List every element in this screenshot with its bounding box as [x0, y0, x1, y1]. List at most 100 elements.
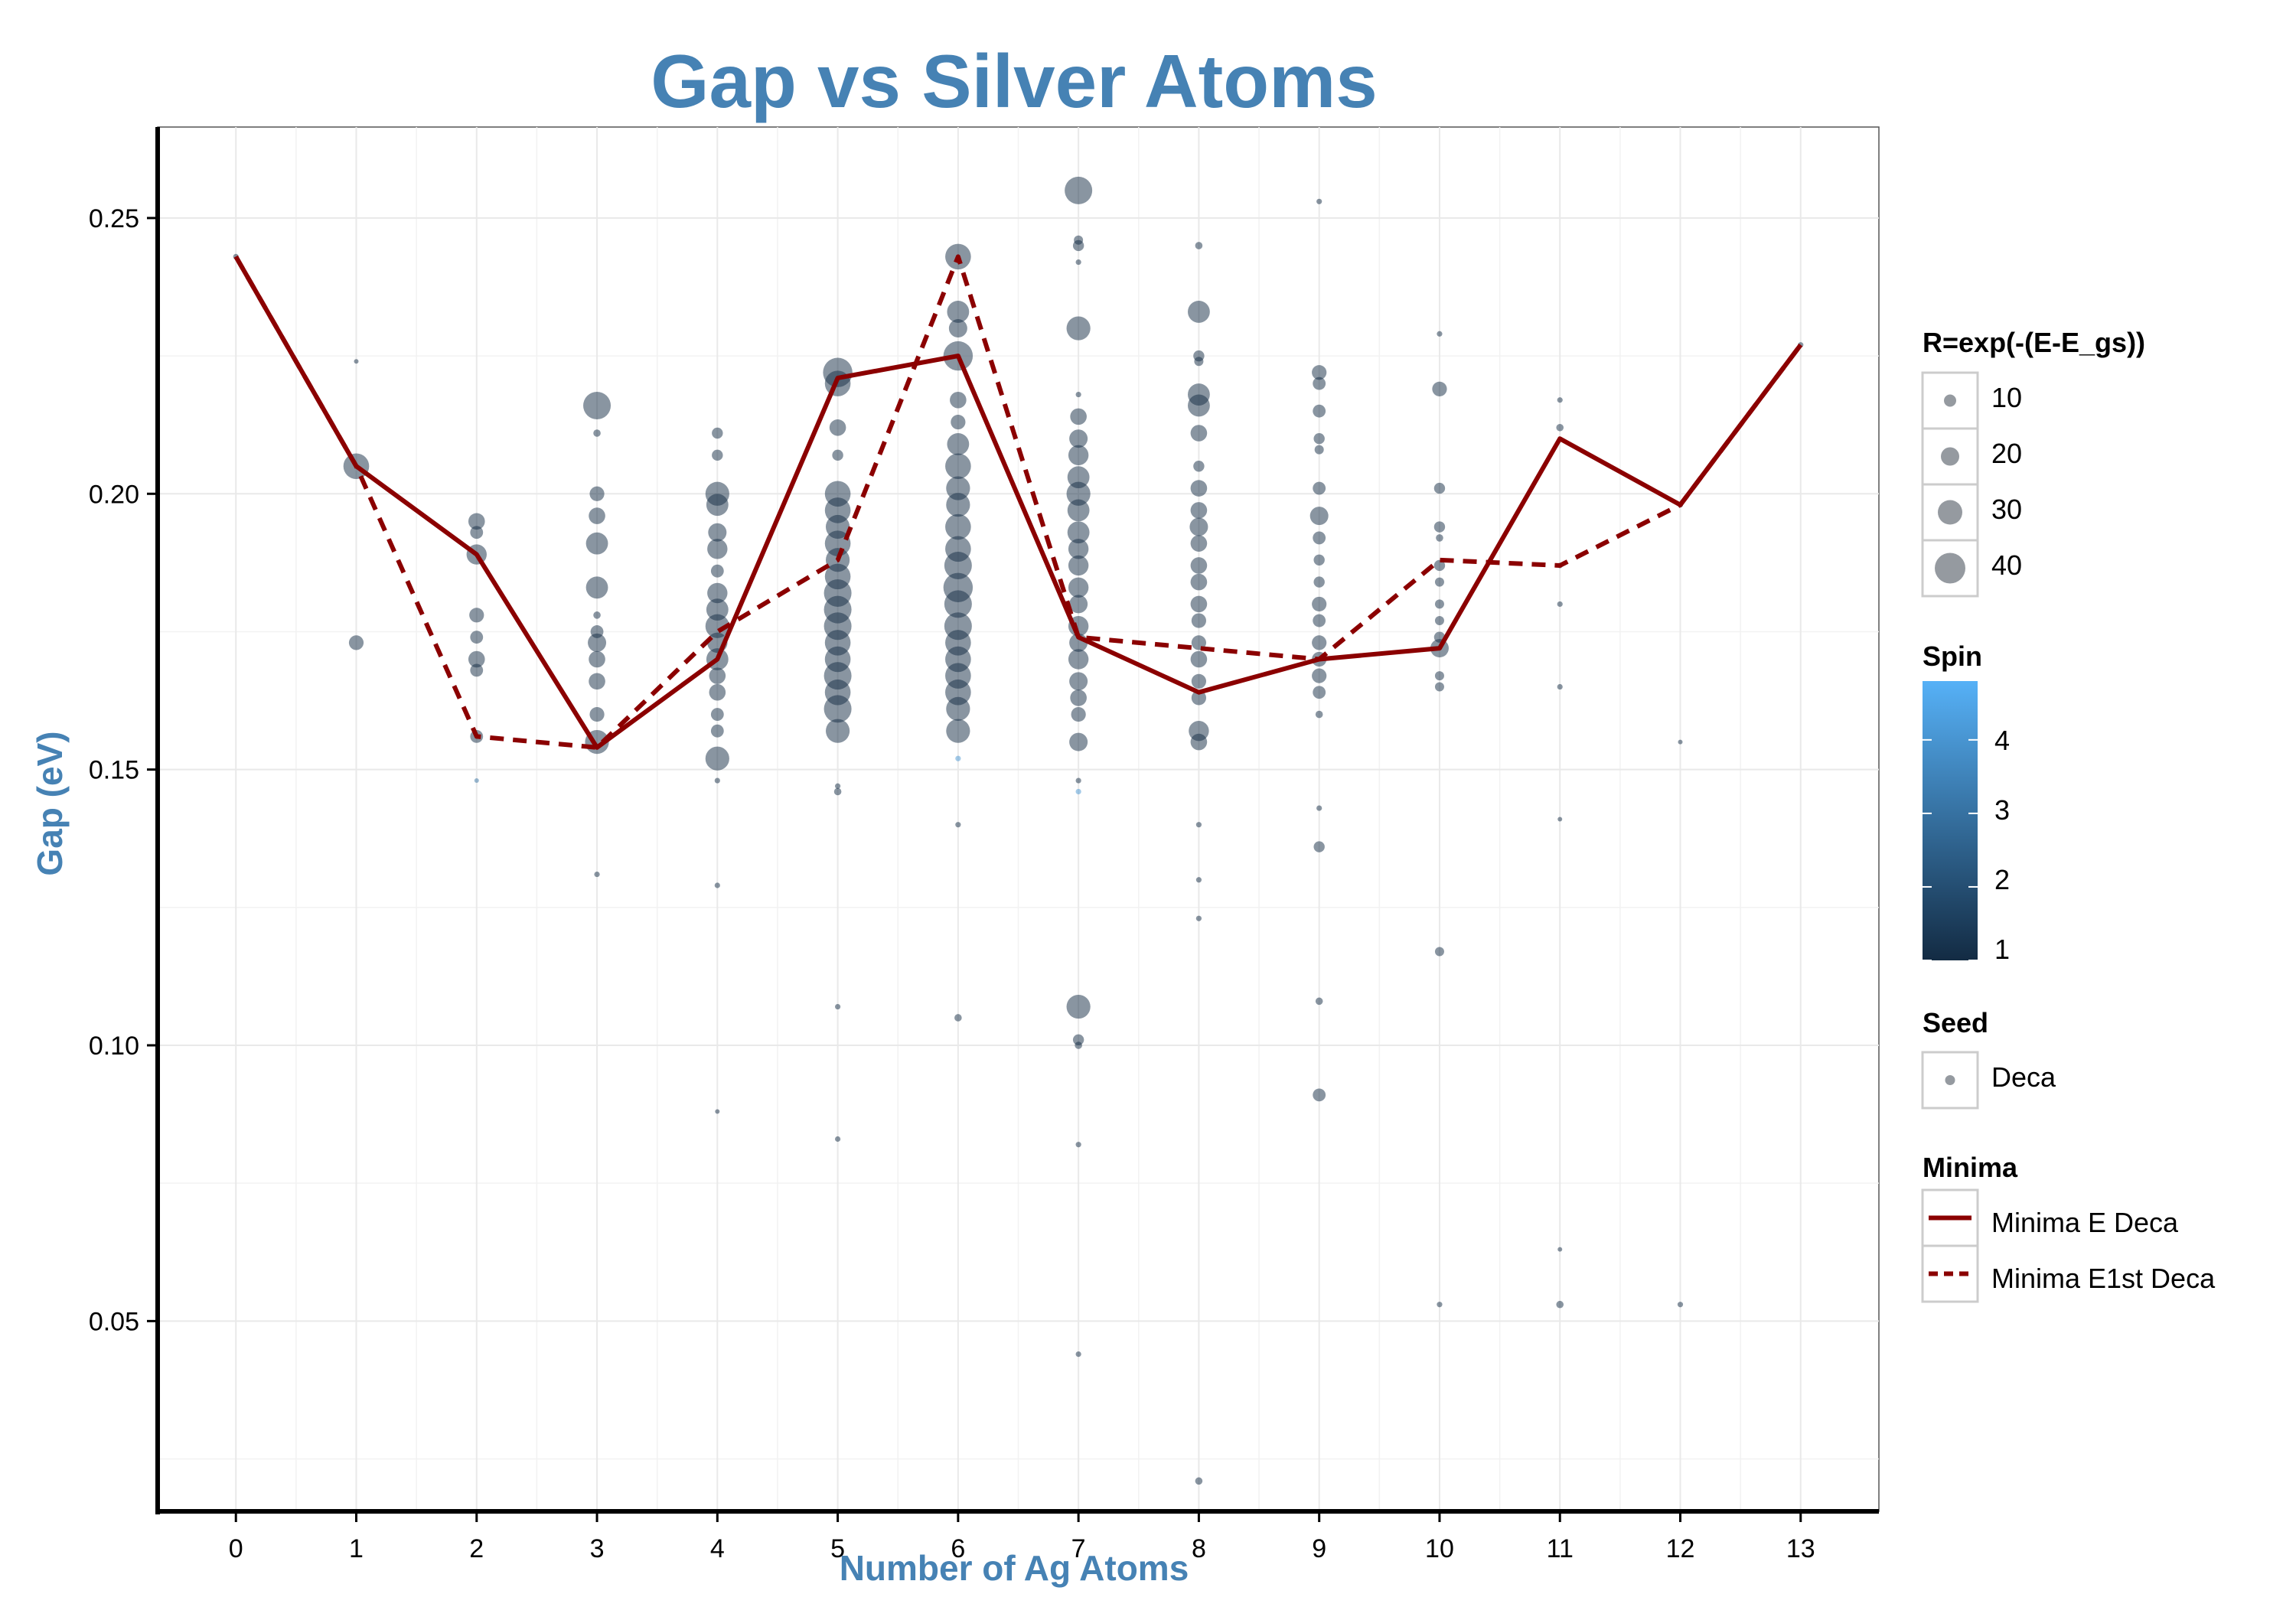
data-point: [1433, 521, 1446, 533]
data-point: [945, 513, 971, 540]
series-line: [233, 255, 1803, 750]
data-point: [470, 631, 484, 644]
data-point: [1067, 521, 1090, 544]
data-point: [1195, 915, 1202, 921]
data-point: [593, 429, 601, 437]
data-point: [1313, 433, 1325, 445]
x-tick-label: 10: [1425, 1534, 1454, 1563]
y-tick-label: 0.05: [89, 1307, 139, 1336]
data-point: [585, 576, 608, 599]
legend-seed-title: Seed: [1923, 1007, 1989, 1038]
data-point: [470, 526, 484, 539]
data-point: [1557, 1247, 1563, 1252]
data-point: [1190, 425, 1208, 442]
data-point: [1557, 601, 1563, 608]
data-point: [1313, 554, 1325, 566]
data-point: [710, 564, 724, 578]
data-point: [944, 590, 972, 618]
legend-spin-label: 2: [1994, 864, 2011, 895]
data-point: [1678, 739, 1683, 745]
legend-size-title: R=exp(-(E-E_gs)): [1923, 327, 2146, 358]
legend-seed-marker: [1945, 1075, 1955, 1085]
data-point: [951, 414, 966, 430]
data-point: [1066, 316, 1091, 341]
data-point: [354, 359, 359, 364]
data-point: [829, 419, 846, 436]
data-point: [1556, 1300, 1564, 1309]
spin-colorbar: [1923, 681, 1978, 960]
series-line: [233, 254, 1803, 750]
y-tick-label: 0.20: [89, 480, 139, 509]
data-point: [832, 449, 843, 461]
data-point: [1556, 423, 1564, 432]
data-point: [348, 635, 364, 650]
data-point: [712, 449, 723, 461]
data-point: [950, 391, 967, 409]
data-point: [589, 706, 605, 722]
data-point: [1190, 733, 1208, 751]
data-point: [1075, 259, 1081, 266]
plot-area: 0 1 2 3 4 5 6 7 8 9 10 11 12 130.050.100.150.200.25: [89, 126, 1880, 1563]
legend-size-label: 40: [1991, 549, 2023, 581]
x-tick-label: 3: [590, 1534, 605, 1563]
data-point: [469, 608, 484, 623]
legend-minima-title: Minima: [1923, 1152, 2018, 1183]
x-tick-label: 9: [1312, 1534, 1326, 1563]
data-point: [1434, 599, 1444, 609]
data-point: [824, 497, 851, 523]
data-point: [1195, 877, 1202, 883]
data-point: [1434, 616, 1444, 626]
data-point: [1072, 240, 1084, 252]
x-tick-label: 7: [1071, 1534, 1086, 1563]
data-point: [1195, 822, 1202, 828]
data-point: [946, 719, 970, 743]
data-point: [1189, 517, 1208, 536]
data-point: [589, 673, 605, 690]
x-tick-label: 2: [469, 1534, 484, 1563]
data-point: [1065, 176, 1093, 204]
data-point: [834, 1003, 841, 1010]
data-point: [1072, 1034, 1084, 1045]
y-tick-label: 0.15: [89, 756, 139, 785]
data-point: [468, 513, 485, 530]
data-point: [946, 476, 970, 500]
data-point: [1066, 481, 1091, 506]
data-point: [1434, 682, 1444, 692]
data-point: [1313, 404, 1326, 418]
x-tick-label: 5: [830, 1534, 845, 1563]
legend-spin-label: 1: [1994, 934, 2011, 965]
data-point: [1068, 539, 1089, 559]
data-point: [825, 719, 850, 743]
data-point: [1188, 301, 1210, 323]
data-point: [1195, 242, 1203, 249]
data-point: [1312, 365, 1327, 380]
data-point: [470, 663, 484, 677]
data-point: [714, 777, 720, 784]
x-tick-label: 11: [1547, 1534, 1574, 1563]
legend-seed-label: Deca: [1991, 1061, 2056, 1093]
data-point: [707, 582, 728, 604]
data-point: [1067, 499, 1090, 522]
data-point: [1434, 947, 1444, 957]
data-point: [1071, 706, 1086, 722]
data-point: [468, 650, 485, 668]
data-point: [1068, 555, 1089, 576]
data-point: [1190, 535, 1208, 552]
data-point: [1191, 690, 1207, 706]
data-point: [1313, 481, 1326, 495]
legend-spin-label: 4: [1994, 725, 2011, 756]
data-point: [1069, 429, 1088, 448]
legend-minima-label: Minima E1st Deca: [1991, 1263, 2216, 1294]
data-point: [593, 611, 601, 619]
legend-size-marker: [1944, 394, 1956, 407]
data-point: [1309, 507, 1329, 526]
y-axis-title-container: Gap (eV): [15, 612, 84, 995]
data-point: [1195, 1477, 1203, 1485]
data-point: [594, 871, 600, 878]
x-tick-label: 8: [1192, 1534, 1206, 1563]
legend-size-label: 10: [1991, 382, 2023, 413]
data-point: [1557, 397, 1563, 403]
data-point: [1068, 649, 1089, 670]
data-point: [1069, 595, 1088, 614]
